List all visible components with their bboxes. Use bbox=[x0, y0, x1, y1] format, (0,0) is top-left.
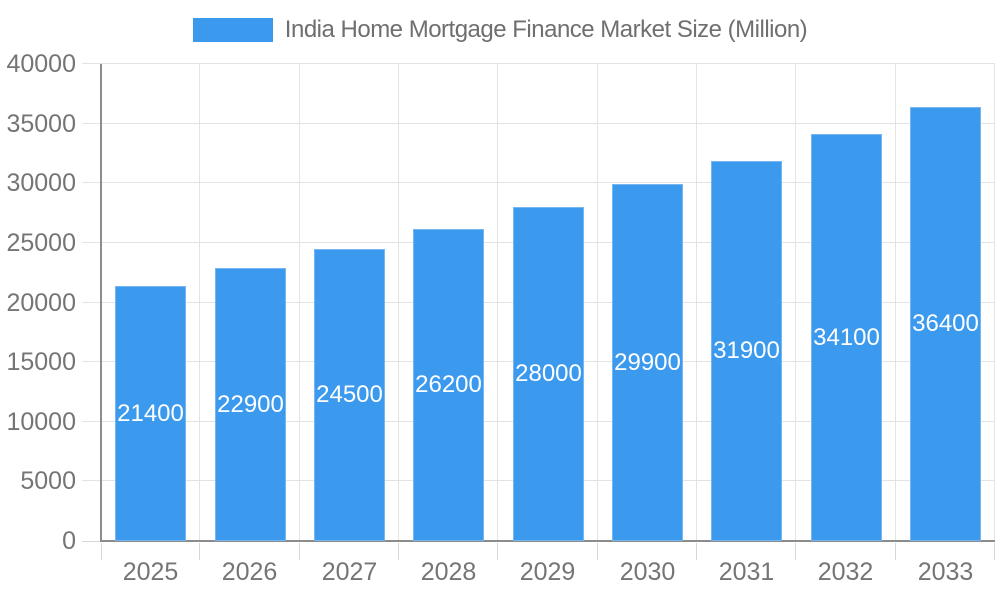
y-axis-label: 10000 bbox=[6, 408, 76, 436]
x-gridline bbox=[895, 64, 896, 541]
x-axis-label: 2026 bbox=[221, 558, 278, 586]
x-tick bbox=[994, 543, 995, 560]
legend-label: India Home Mortgage Finance Market Size … bbox=[284, 16, 808, 43]
y-axis-label: 40000 bbox=[6, 50, 76, 78]
plot-area: 0 5000 10000 15000 20000 25000 30000 35000 40000… bbox=[6, 50, 995, 586]
x-gridline bbox=[597, 64, 598, 541]
bar-2027[interactable]: 24500 bbox=[314, 249, 385, 541]
x-axis-label: 2028 bbox=[420, 558, 477, 586]
y-tick bbox=[82, 541, 101, 542]
bar-value-label: 31900 bbox=[713, 337, 780, 364]
bar-2031[interactable]: 31900 bbox=[711, 161, 782, 541]
y-gridline bbox=[82, 182, 995, 183]
x-tick bbox=[101, 543, 102, 560]
bar-value-label: 28000 bbox=[515, 360, 582, 387]
x-axis-label: 2030 bbox=[619, 558, 676, 586]
x-gridline bbox=[994, 64, 995, 541]
bar-2026[interactable]: 22900 bbox=[215, 268, 286, 541]
x-axis-label: 2029 bbox=[519, 558, 576, 586]
y-axis-line bbox=[100, 64, 102, 542]
bar-value-label: 36400 bbox=[912, 310, 979, 337]
y-axis-label: 25000 bbox=[6, 229, 76, 257]
x-gridline bbox=[199, 64, 200, 541]
bar-value-label: 22900 bbox=[217, 391, 284, 418]
x-tick bbox=[497, 543, 498, 560]
x-tick bbox=[795, 543, 796, 560]
x-axis-label: 2025 bbox=[122, 558, 179, 586]
x-axis-label: 2027 bbox=[321, 558, 378, 586]
x-tick bbox=[299, 543, 300, 560]
x-tick bbox=[199, 543, 200, 560]
legend[interactable]: India Home Mortgage Finance Market Size … bbox=[0, 16, 1000, 44]
bar-2029[interactable]: 28000 bbox=[513, 207, 584, 541]
bar-value-label: 34100 bbox=[813, 324, 880, 351]
y-axis-label: 20000 bbox=[6, 289, 76, 317]
legend-color-swatch bbox=[192, 18, 273, 42]
y-axis-label: 30000 bbox=[6, 169, 76, 197]
y-axis-label: 5000 bbox=[20, 467, 76, 495]
x-tick bbox=[696, 543, 697, 560]
bar-value-label: 21400 bbox=[117, 400, 184, 427]
x-tick bbox=[895, 543, 896, 560]
x-tick bbox=[398, 543, 399, 560]
x-axis-label: 2032 bbox=[817, 558, 874, 586]
y-gridline bbox=[82, 63, 995, 64]
x-gridline bbox=[398, 64, 399, 541]
x-gridline bbox=[795, 64, 796, 541]
y-axis-label: 35000 bbox=[6, 110, 76, 138]
bar-2033[interactable]: 36400 bbox=[910, 107, 981, 541]
bar-2032[interactable]: 34100 bbox=[811, 134, 882, 541]
x-gridline bbox=[696, 64, 697, 541]
bar-value-label: 24500 bbox=[316, 381, 383, 408]
y-gridline bbox=[82, 123, 995, 124]
bar-2030[interactable]: 29900 bbox=[612, 184, 683, 541]
x-axis-label: 2033 bbox=[917, 558, 974, 586]
x-tick bbox=[597, 543, 598, 560]
x-axis-line bbox=[100, 540, 995, 542]
x-gridline bbox=[299, 64, 300, 541]
bar-2028[interactable]: 26200 bbox=[413, 229, 484, 541]
bar-value-label: 29900 bbox=[614, 349, 681, 376]
x-gridline bbox=[497, 64, 498, 541]
bar-value-label: 26200 bbox=[415, 371, 482, 398]
x-axis-label: 2031 bbox=[718, 558, 775, 586]
y-axis-label: 0 bbox=[62, 527, 76, 555]
bar-2025[interactable]: 21400 bbox=[115, 286, 186, 541]
y-axis-label: 15000 bbox=[6, 348, 76, 376]
